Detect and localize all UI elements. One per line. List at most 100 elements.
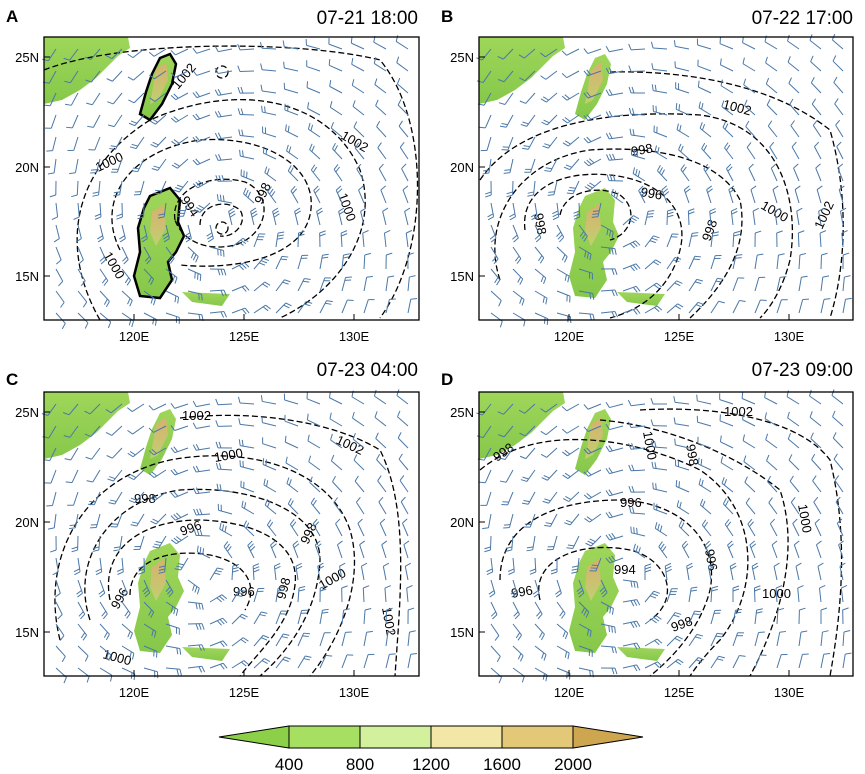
wind-barb (750, 189, 756, 204)
wind-barb-feather (656, 164, 661, 172)
wind-barb (287, 503, 299, 515)
wind-barb (776, 654, 782, 669)
wind-barb-feather (131, 320, 135, 328)
wind-barb-feather (106, 55, 113, 60)
wind-barb-feather (285, 302, 292, 307)
wind-barb (587, 70, 602, 77)
wind-barb (653, 446, 668, 449)
wind-barb-feather (396, 56, 400, 63)
wind-barb (834, 480, 844, 493)
wind-barb-feather (151, 494, 158, 500)
wind-barb-feather (290, 185, 296, 192)
wind-barb (772, 189, 778, 204)
wind-barb (600, 623, 615, 628)
wind-barb-feather (606, 228, 609, 236)
wind-barb-feather (608, 247, 611, 255)
wind-barb-feather (170, 402, 176, 409)
wind-barb (132, 447, 145, 458)
wind-barb-feather (583, 48, 589, 54)
wind-barb (177, 158, 189, 169)
wind-barb (770, 168, 778, 182)
wind-barb (683, 189, 690, 204)
wind-barb (754, 277, 760, 292)
wind-barb (165, 579, 174, 593)
wind-barb (77, 579, 83, 594)
wind-barb-feather (540, 634, 545, 641)
wind-barb-feather (84, 410, 91, 415)
wind-barb (91, 70, 101, 83)
wind-barb (153, 469, 167, 479)
wind-barb-feather (319, 230, 326, 234)
wind-barb-feather (217, 89, 222, 96)
wind-barb (688, 657, 699, 669)
wind-barb-feather (715, 635, 723, 638)
wind-barb (187, 224, 192, 239)
wind-barb (55, 645, 66, 657)
wind-barb-feather (239, 615, 246, 620)
wind-barb-feather (627, 421, 632, 428)
wind-barb-feather (357, 518, 363, 524)
wind-barb (402, 189, 409, 204)
contour-label: 994 (614, 562, 636, 577)
wind-barb (490, 601, 498, 615)
wind-barb (187, 312, 202, 316)
wind-barb-feather (650, 419, 654, 426)
wind-barb (512, 312, 526, 321)
wind-barb-feather (382, 207, 389, 212)
wind-barb (790, 125, 800, 138)
wind-barb-feather (756, 608, 763, 611)
wind-barb (187, 290, 202, 295)
wind-barb (385, 299, 390, 314)
wind-barb-feather (840, 207, 847, 212)
wind-barb-feather (410, 297, 418, 300)
wind-barb-feather (219, 194, 222, 202)
wind-barb-feather (238, 439, 241, 446)
wind-barb-feather (602, 592, 608, 598)
wind-barb-feather (608, 556, 614, 563)
wind-barb-feather (586, 252, 589, 259)
wind-barb-feather (476, 435, 484, 439)
wind-barb-feather (651, 84, 654, 91)
wind-barb-feather (494, 635, 500, 641)
wind-barb-feather (497, 411, 504, 415)
wind-barb-feather (310, 164, 316, 171)
wind-barb (842, 654, 846, 669)
wind-barb (99, 579, 106, 594)
wind-barb-feather (374, 78, 378, 85)
wind-barb-feather (129, 633, 133, 640)
wind-barb-feather (787, 432, 792, 440)
wind-barb-feather (149, 496, 156, 501)
wind-barb (240, 423, 255, 427)
wind-barb (121, 290, 133, 301)
wind-barb-feather (633, 581, 636, 588)
wind-barb (666, 280, 677, 292)
wind-barb-feather (201, 644, 205, 651)
wind-barb-feather (335, 166, 341, 173)
wind-barb-feather (168, 255, 173, 262)
wind-barb-feather (193, 529, 197, 536)
wind-barb-feather (108, 124, 115, 128)
wind-barb (133, 70, 145, 81)
wind-barb-feather (263, 478, 266, 486)
wind-barb-feather (489, 593, 496, 598)
wind-barb-feather (569, 187, 576, 189)
wind-barb (657, 170, 668, 182)
wind-barb-feather (317, 562, 324, 567)
wind-barb-feather (65, 481, 73, 484)
wind-barb (187, 644, 202, 647)
wind-barb (71, 114, 79, 129)
wind-barb-feather (337, 540, 343, 546)
wind-barb-feather (85, 79, 92, 83)
wind-barb (353, 126, 365, 138)
wind-barb (400, 501, 409, 515)
wind-barb (789, 104, 800, 116)
wind-barb (99, 202, 102, 218)
wind-barb-feather (693, 258, 700, 261)
wind-barb-feather (150, 278, 155, 285)
wind-barb (724, 524, 734, 537)
wind-barb-feather (583, 494, 590, 500)
wind-barb (534, 667, 548, 676)
wind-barb-feather (733, 233, 740, 237)
wind-barb-feather (247, 191, 251, 198)
contour-label: 1002 (182, 408, 211, 423)
